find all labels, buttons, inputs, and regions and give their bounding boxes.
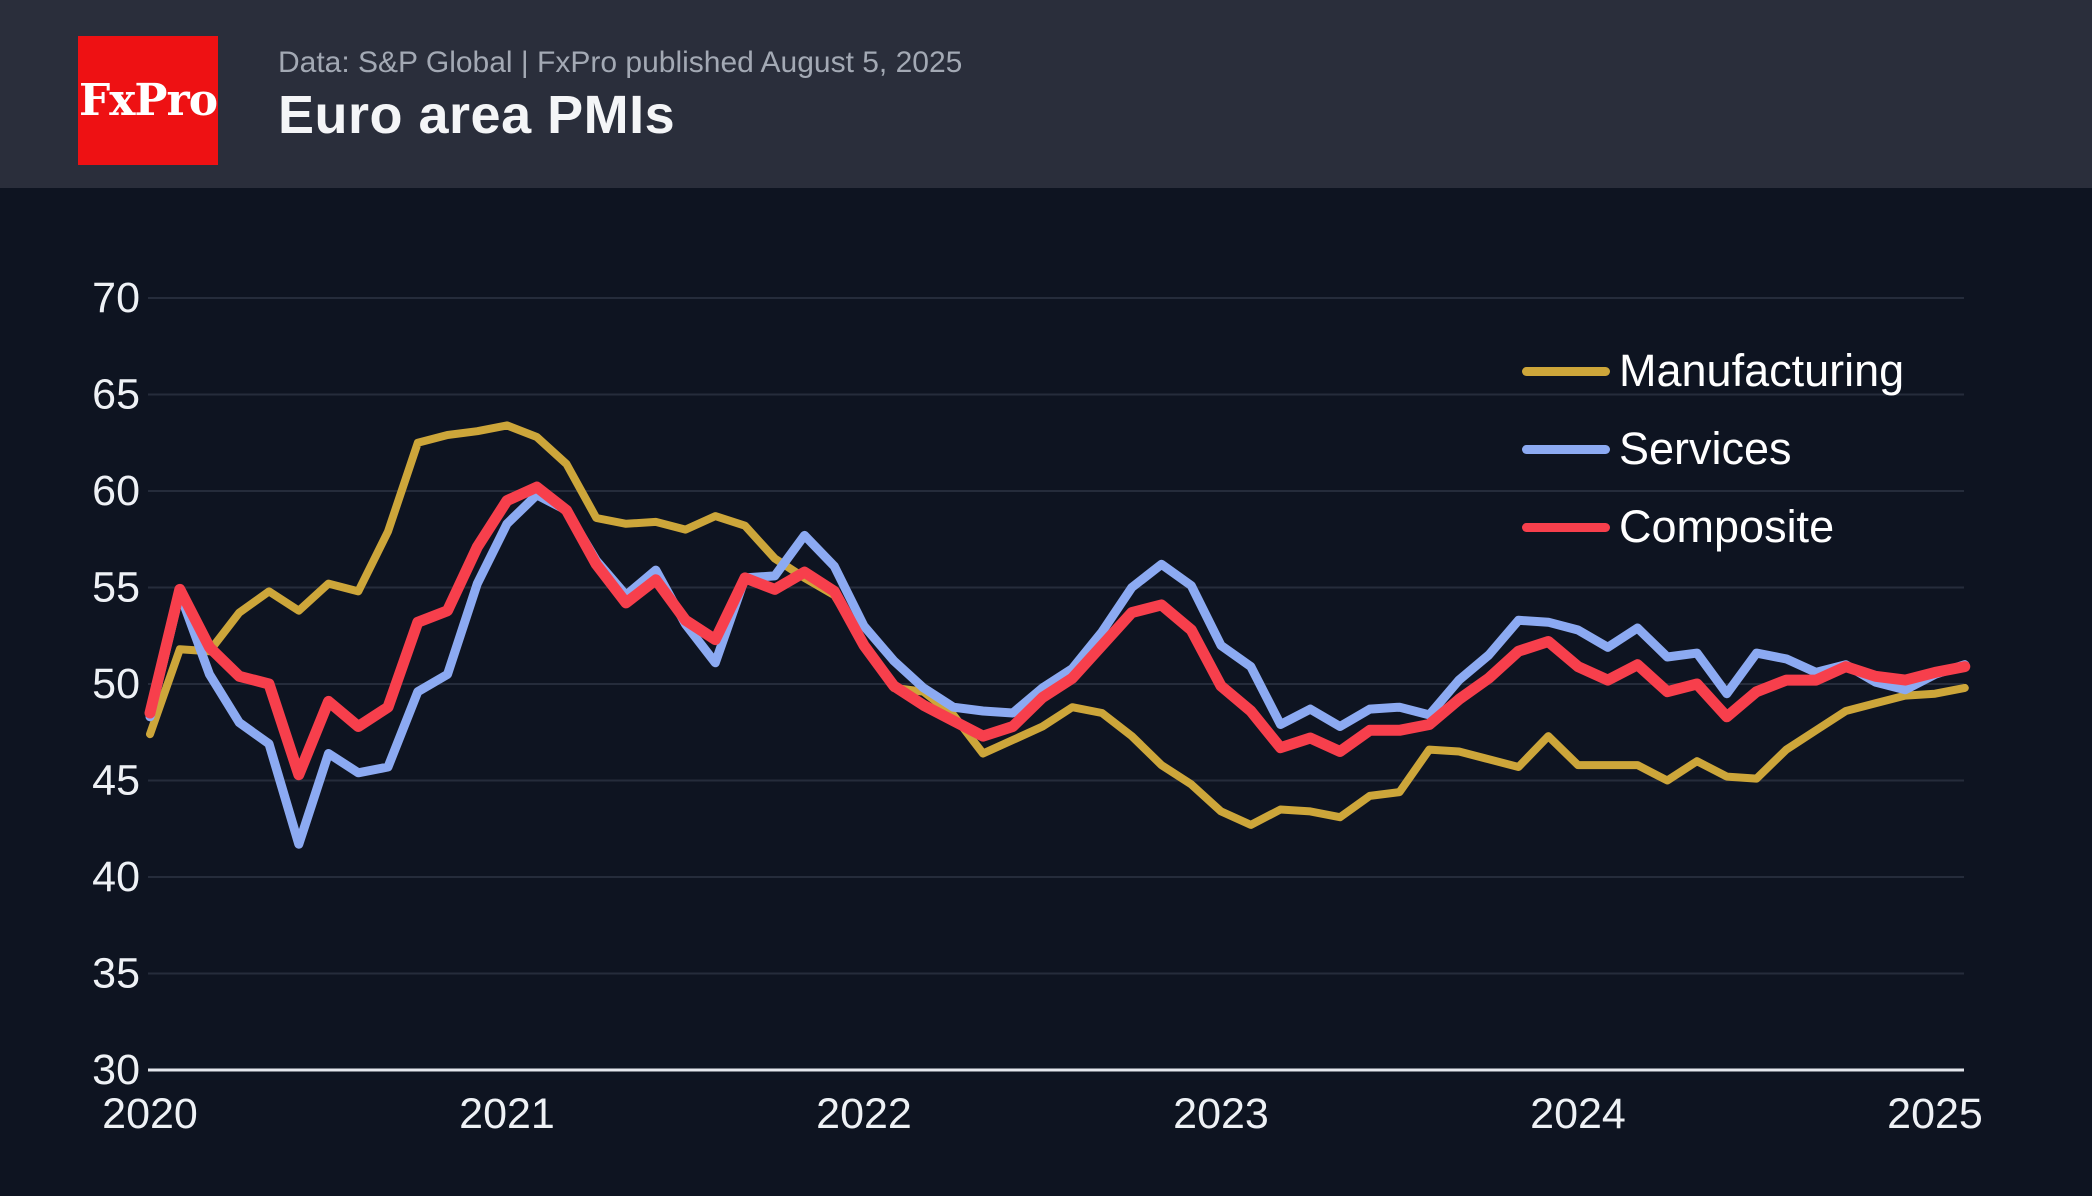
legend-item-composite: Composite: [1522, 488, 1904, 566]
y-tick-label: 40: [92, 853, 140, 901]
manufacturing-line-swatch: [1522, 366, 1610, 376]
series-line-services: [145, 490, 1970, 849]
y-tick-label: 65: [92, 371, 140, 419]
x-tick-label: 2024: [1530, 1090, 1626, 1138]
source-line: Data: S&P Global | FxPro published Augus…: [278, 46, 963, 79]
x-tick-label: 2025: [1887, 1090, 1983, 1138]
x-tick-label: 2023: [1173, 1090, 1269, 1138]
y-tick-label: 45: [92, 757, 140, 805]
fxpro-logo-text: FxPro: [78, 75, 218, 126]
y-tick-label: 30: [92, 1046, 140, 1094]
y-tick-label: 50: [92, 660, 140, 708]
y-tick-label: 55: [92, 564, 140, 612]
legend-label: Manufacturing: [1619, 345, 1905, 396]
y-tick-label: 60: [92, 467, 140, 515]
legend-label: Services: [1619, 423, 1792, 474]
x-tick-label: 2022: [816, 1090, 912, 1138]
legend-label: Composite: [1619, 501, 1835, 552]
chart-title: Euro area PMIs: [278, 85, 676, 145]
composite-line-swatch: [1522, 522, 1610, 532]
y-tick-label: 70: [92, 274, 140, 322]
series-line-composite: [144, 481, 1971, 781]
fxpro-logo: FxPro: [78, 36, 218, 165]
services-line-swatch: [1522, 444, 1610, 454]
x-tick-label: 2021: [459, 1090, 555, 1138]
legend-item-services: Services: [1522, 410, 1904, 488]
legend-item-manufacturing: Manufacturing: [1522, 332, 1904, 410]
x-tick-label: 2020: [102, 1090, 198, 1138]
y-tick-label: 35: [92, 950, 140, 998]
series-line-manufacturing: [146, 421, 1969, 829]
chart-legend: Manufacturing Services Composite: [1522, 332, 1904, 566]
header: FxPro Data: S&P Global | FxPro published…: [0, 0, 2092, 188]
